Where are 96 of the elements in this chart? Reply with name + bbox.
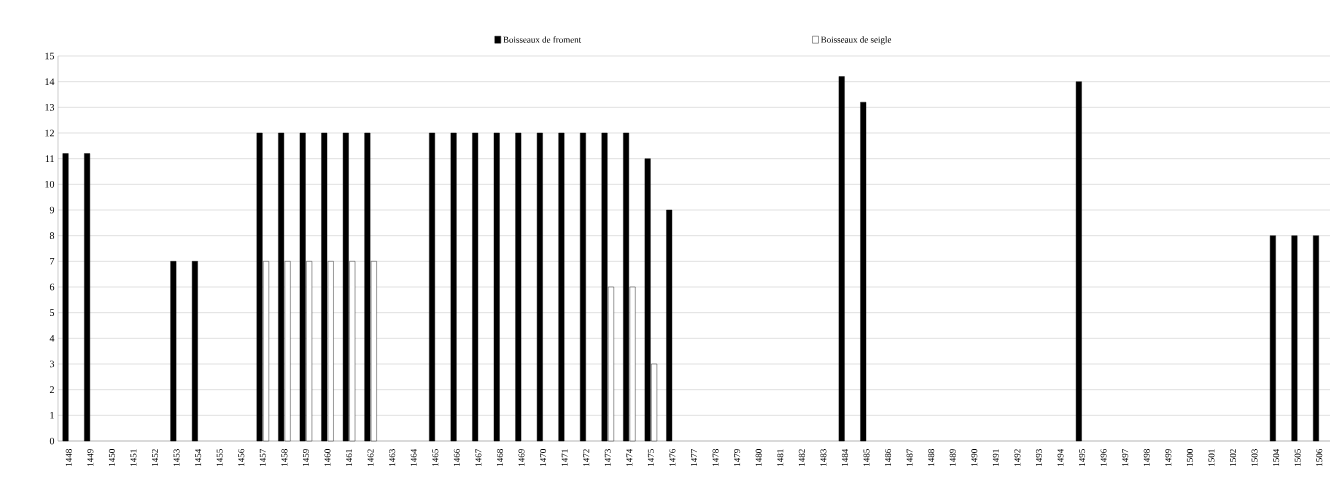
- x-tick-label: 1470: [540, 449, 547, 466]
- x-tick-label: 1469: [518, 449, 525, 466]
- x-tick-label: 1474: [626, 448, 633, 466]
- x-tick-label: 1495: [1079, 449, 1086, 466]
- x-tick-label: 1486: [885, 449, 892, 466]
- x-tick-label: 1487: [906, 449, 913, 466]
- x-tick-label: 1488: [928, 449, 935, 466]
- x-tick-label: 1464: [410, 448, 417, 466]
- y-tick-label: 11: [45, 155, 54, 162]
- x-tick-label: 1473: [604, 449, 611, 466]
- x-tick-label: 1475: [647, 449, 654, 466]
- bar: [1075, 81, 1082, 442]
- bar: [429, 132, 435, 442]
- y-tick-label: 6: [49, 283, 55, 291]
- x-tick-label: 1448: [65, 449, 72, 466]
- x-tick-label: 1499: [1165, 449, 1172, 466]
- y-tick-label: 1: [50, 412, 54, 419]
- x-tick-label: 1471: [561, 449, 568, 466]
- x-tick-label: 1463: [389, 449, 396, 466]
- x-tick-label: 1497: [1122, 449, 1129, 466]
- y-tick-label: 15: [45, 52, 55, 60]
- x-tick-label: 1456: [238, 449, 245, 466]
- bar: [84, 153, 91, 442]
- x-tick-label: 1449: [87, 449, 94, 466]
- bar: [1313, 235, 1319, 442]
- x-tick-label: 1462: [367, 449, 374, 466]
- x-tick-label: 1472: [583, 449, 590, 466]
- bar: [558, 132, 565, 442]
- x-tick-label: 1459: [302, 449, 309, 466]
- x-tick-label: 1452: [152, 449, 159, 466]
- bar: [62, 153, 69, 442]
- y-tick-label: 12: [45, 129, 54, 137]
- bar: [170, 261, 177, 442]
- legend-label: Boisseaux de froment: [503, 36, 582, 43]
- bar: [838, 76, 845, 442]
- x-tick-label: 1489: [949, 449, 956, 466]
- y-tick-label: 13: [45, 103, 55, 111]
- x-tick-label: 1466: [453, 449, 460, 466]
- x-tick-label: 1461: [346, 449, 353, 466]
- x-tick-label: 1465: [432, 449, 439, 466]
- x-tick-label: 1460: [324, 449, 331, 466]
- bar: [1269, 235, 1276, 442]
- x-tick-label: 1481: [777, 449, 784, 466]
- x-tick-label: 1504: [1273, 448, 1280, 466]
- x-tick-label: 1506: [1316, 449, 1323, 466]
- x-tick-label: 1496: [1100, 449, 1107, 466]
- y-tick-label: 5: [50, 309, 55, 316]
- bar: [1291, 235, 1298, 442]
- x-tick-label: 1480: [755, 449, 762, 466]
- x-tick-label: 1485: [863, 449, 870, 466]
- bar: [536, 132, 543, 442]
- bar: [580, 132, 586, 442]
- x-tick-label: 1467: [475, 449, 482, 466]
- x-tick-label: 1458: [281, 449, 288, 466]
- bar: [860, 102, 867, 442]
- x-tick-label: 1455: [216, 449, 223, 466]
- y-tick-label: 0: [49, 437, 55, 445]
- y-tick-label: 2: [49, 386, 54, 393]
- x-tick-label: 1457: [259, 449, 266, 466]
- x-tick-label: 1454: [195, 448, 202, 466]
- bar: [191, 261, 198, 442]
- y-tick-label: 7: [50, 258, 55, 265]
- x-tick-label: 1503: [1251, 449, 1258, 466]
- x-tick-label: 1494: [1057, 448, 1064, 466]
- y-tick-label: 3: [49, 360, 55, 368]
- x-tick-label: 1500: [1186, 449, 1193, 466]
- x-tick-label: 1490: [971, 449, 978, 466]
- x-tick-label: 1482: [798, 449, 805, 466]
- y-tick-label: 10: [45, 180, 55, 188]
- x-tick-label: 1478: [712, 449, 719, 466]
- x-tick-label: 1491: [992, 449, 999, 466]
- y-tick-label: 14: [45, 78, 55, 85]
- y-tick-label: 9: [49, 206, 55, 214]
- x-tick-label: 1498: [1143, 449, 1150, 466]
- bar: [515, 132, 522, 442]
- x-tick-label: 1477: [691, 449, 697, 466]
- y-tick-label: 8: [49, 232, 55, 240]
- x-tick-label: 1453: [173, 449, 180, 466]
- x-tick-label: 1483: [820, 449, 827, 466]
- x-tick-label: 1505: [1294, 449, 1301, 466]
- x-tick-label: 1484: [841, 448, 848, 466]
- bar: [493, 132, 500, 442]
- legend-label: Boisseaux de seigle: [820, 36, 892, 45]
- x-tick-label: 1476: [669, 449, 676, 466]
- x-tick-label: 1492: [1014, 449, 1021, 466]
- bar: [472, 132, 479, 442]
- x-tick-label: 1493: [1035, 449, 1042, 466]
- x-tick-label: 1451: [130, 449, 137, 466]
- x-tick-label: 1502: [1229, 449, 1237, 466]
- x-tick-label: 1450: [108, 449, 115, 466]
- y-tick-label: 4: [49, 335, 55, 342]
- x-tick-label: 1501: [1208, 449, 1215, 466]
- x-tick-label: 1468: [496, 449, 503, 466]
- bar: [666, 209, 673, 442]
- bar: [450, 132, 457, 442]
- x-tick-label: 1479: [734, 449, 741, 466]
